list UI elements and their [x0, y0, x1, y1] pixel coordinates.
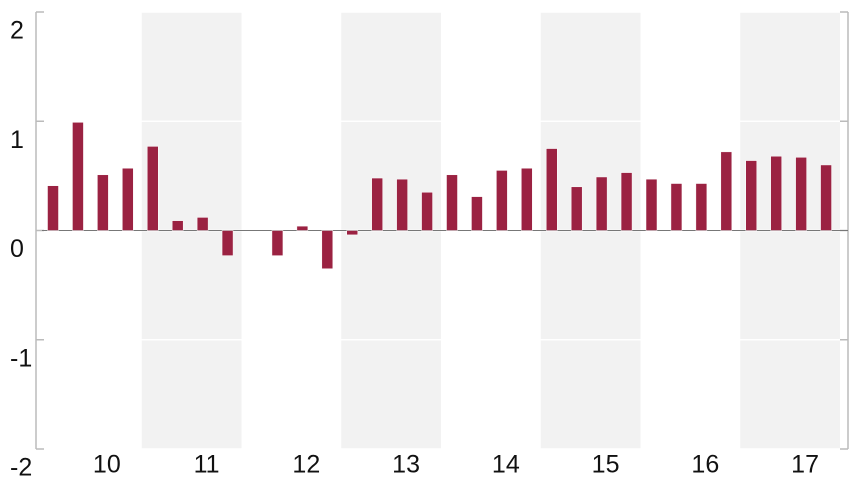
- bar: [595, 176, 608, 231]
- bar: [745, 160, 757, 231]
- y-tick-label: -2: [10, 454, 32, 482]
- bar: [521, 167, 533, 231]
- bar: [820, 164, 832, 231]
- bar: [620, 172, 633, 231]
- bar: [645, 178, 658, 231]
- x-group-label: 13: [392, 451, 420, 479]
- bar: [446, 174, 458, 231]
- y-tick-label: -1: [10, 344, 32, 372]
- bar: [770, 155, 782, 231]
- y-tick-label: 2: [10, 17, 24, 45]
- bar: [296, 225, 309, 231]
- x-group-label: 11: [194, 451, 220, 479]
- bar: [321, 230, 334, 269]
- x-group-label: 16: [691, 451, 719, 479]
- x-group-label: 12: [292, 451, 320, 479]
- bar: [371, 177, 383, 231]
- bar: [421, 192, 433, 231]
- bar: [171, 220, 184, 231]
- bar: [695, 183, 708, 231]
- y-tick-label: 1: [10, 126, 24, 154]
- bar: [396, 178, 408, 231]
- bar: [147, 146, 159, 231]
- bar: [122, 167, 134, 231]
- y-tick-label: 0: [10, 235, 24, 263]
- bar: [471, 196, 483, 231]
- x-group-label: 17: [791, 451, 819, 479]
- bar: [72, 122, 84, 231]
- bar: [570, 186, 583, 231]
- x-group-label: 10: [93, 451, 121, 479]
- bar: [271, 230, 284, 256]
- bar: [97, 174, 109, 231]
- bar: [720, 151, 733, 231]
- x-group-label: 14: [492, 451, 520, 479]
- bar: [221, 230, 234, 256]
- bar: [496, 170, 508, 231]
- bar: [47, 185, 59, 231]
- bar: [670, 183, 683, 231]
- bar: [546, 148, 558, 231]
- bar: [346, 230, 358, 236]
- bar: [196, 217, 209, 231]
- bar: [795, 157, 807, 231]
- x-group-label: 15: [592, 451, 620, 479]
